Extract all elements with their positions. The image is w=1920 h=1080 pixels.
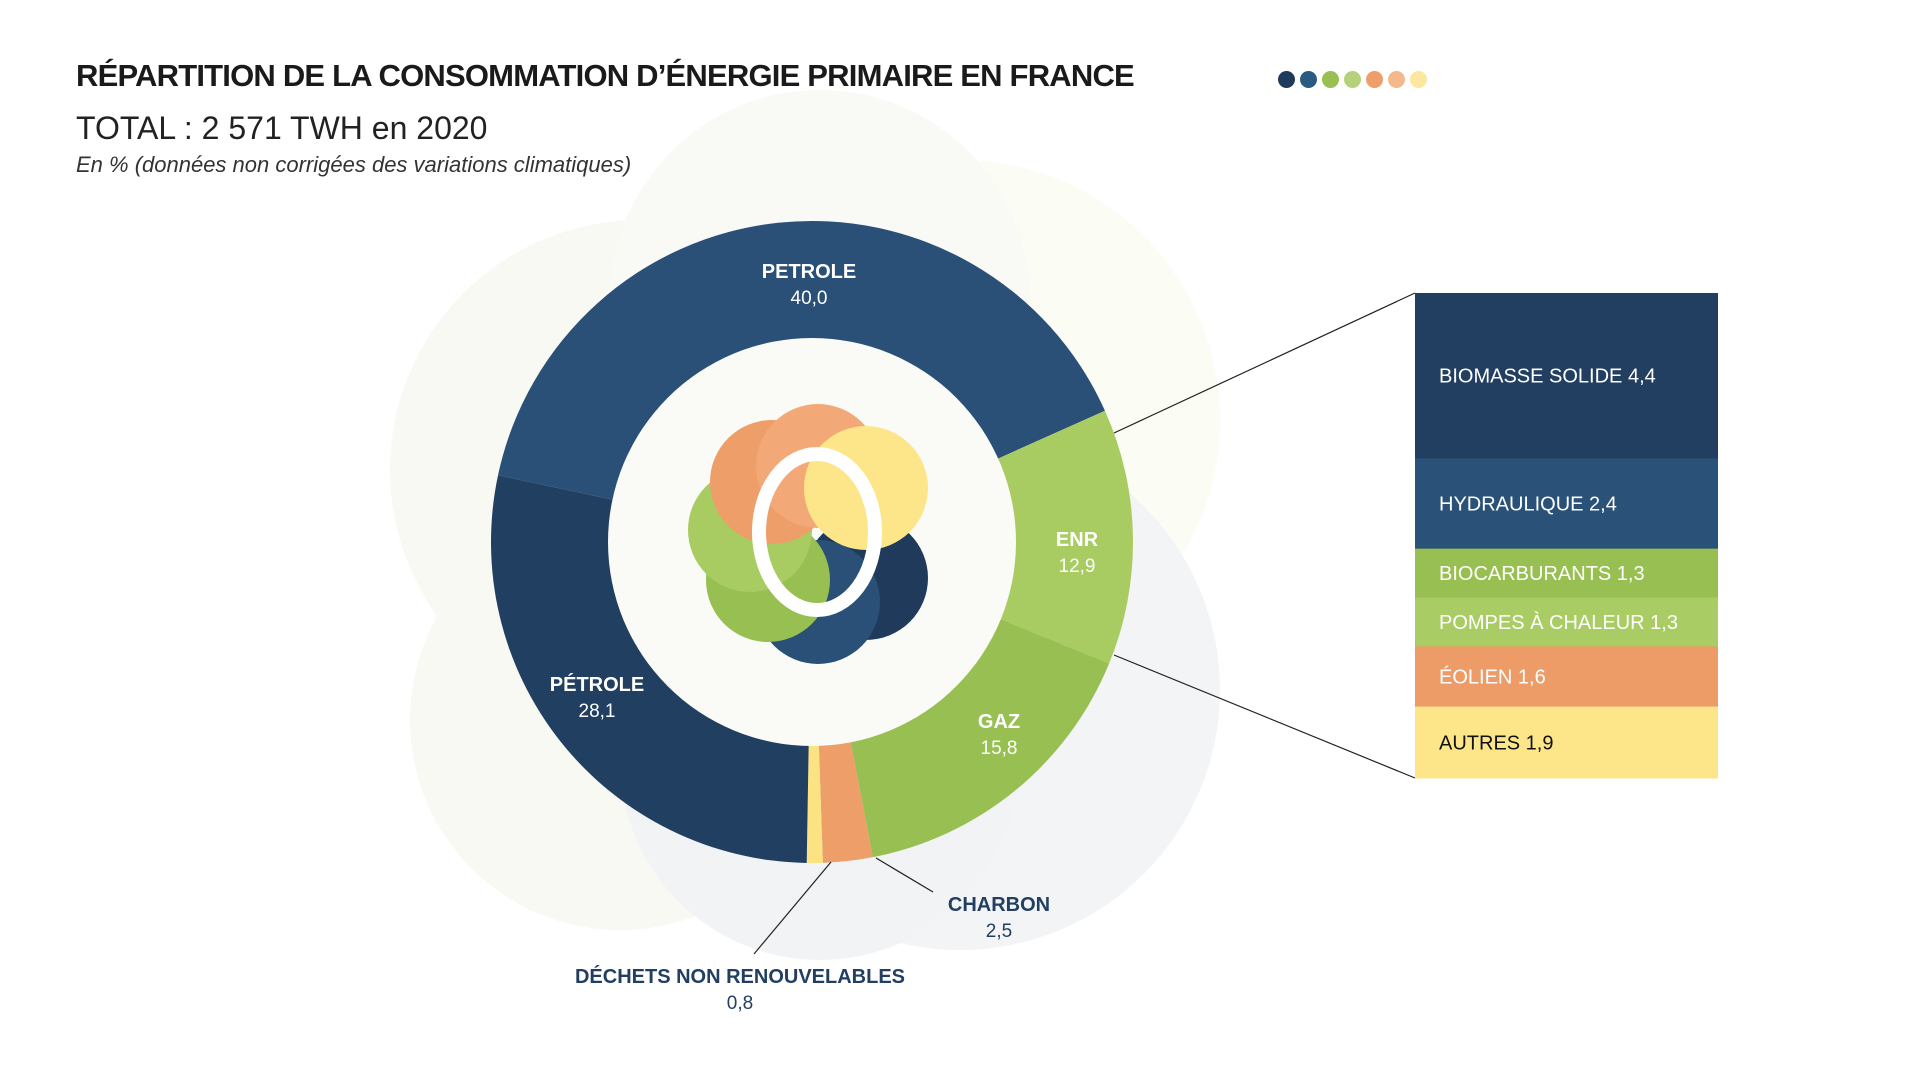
breakdown-bar-4 <box>1415 646 1718 708</box>
dot-3 <box>1344 71 1361 88</box>
breakdown-label-2: BIOCARBURANTS 1,3 <box>1439 563 1645 585</box>
label-petrole: PETROLE <box>762 261 856 283</box>
label-enr: ENR <box>1056 529 1099 551</box>
flower-logo-icon <box>688 404 928 664</box>
breakdown-label-5: AUTRES 1,9 <box>1439 732 1553 754</box>
breakdown-label-1: HYDRAULIQUE 2,4 <box>1439 494 1617 516</box>
value-enr: 12,9 <box>1059 556 1096 577</box>
dot-4 <box>1366 71 1383 88</box>
dot-6 <box>1410 71 1427 88</box>
value-petrole: 40,0 <box>791 288 828 309</box>
label-petrole-2: PÉTROLE <box>550 673 644 696</box>
breakdown-label-4: ÉOLIEN 1,6 <box>1439 665 1546 688</box>
breakdown-label-0: BIOMASSE SOLIDE 4,4 <box>1439 366 1656 388</box>
value-dechets: 0,8 <box>727 993 753 1014</box>
dot-5 <box>1388 71 1405 88</box>
label-dechets: DÉCHETS NON RENOUVELABLES <box>575 965 905 988</box>
chart-subtitle: TOTAL : 2 571 TWH en 2020 <box>76 110 488 146</box>
value-petrole-2: 28,1 <box>579 701 616 722</box>
label-gaz: GAZ <box>978 711 1020 733</box>
label-charbon: CHARBON <box>948 894 1050 916</box>
decorative-dots <box>1278 71 1427 88</box>
breakdown-bar-2 <box>1415 548 1718 599</box>
chart-note: En % (données non corrigées des variatio… <box>76 152 632 177</box>
leader-lines <box>753 292 1416 955</box>
breakdown-bar-3 <box>1415 597 1718 647</box>
value-gaz: 15,8 <box>981 738 1018 759</box>
value-charbon: 2,5 <box>986 921 1012 942</box>
breakdown-bar-0 <box>1415 293 1718 459</box>
chart-title: RÉPARTITION DE LA CONSOMMATION D’ÉNERGIE… <box>76 58 1135 93</box>
breakdown-bar-5 <box>1415 706 1718 779</box>
dot-2 <box>1322 71 1339 88</box>
breakdown-label-3: POMPES À CHALEUR 1,3 <box>1439 611 1678 634</box>
dot-1 <box>1300 71 1317 88</box>
dot-0 <box>1278 71 1295 88</box>
breakdown-bar-1 <box>1415 458 1718 550</box>
